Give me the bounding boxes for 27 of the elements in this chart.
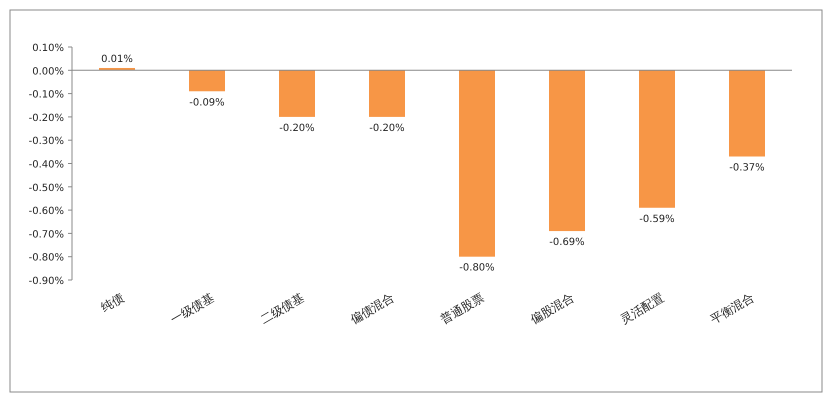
y-tick-label: 0.00% [32,66,64,78]
y-tick-label: -0.20% [28,112,64,124]
y-tick-label: -0.10% [28,90,64,101]
data-label: -0.09% [189,97,225,108]
x-tick-label: 偏债混合 [348,290,396,327]
x-tick-label: 偏股混合 [528,290,576,327]
data-label: 0.01% [101,54,133,65]
data-label: -0.20% [369,122,405,134]
y-tick-label: 0.10% [32,43,64,54]
x-tick-label: 平衡混合 [708,290,756,327]
x-tick-label: 二级债基 [258,290,306,327]
x-tick-label: 一级债基 [168,290,216,327]
x-tick-label: 纯债 [98,290,126,315]
data-label: -0.80% [459,262,495,274]
data-label: -0.69% [549,237,585,248]
x-tick-label: 普通股票 [438,290,486,327]
y-tick-label: -0.30% [28,136,64,148]
data-label: -0.20% [279,122,315,134]
y-tick-label: -0.90% [28,276,64,287]
y-tick-label: -0.50% [28,182,64,194]
y-tick-label: -0.40% [28,160,64,170]
y-tick-label: -0.60% [28,206,64,218]
x-tick-label: 灵活配置 [618,290,666,327]
data-label: -0.37% [729,162,765,174]
y-tick-label: -0.70% [28,229,64,240]
y-tick-label: -0.80% [28,252,64,264]
data-label: -0.59% [639,214,675,225]
